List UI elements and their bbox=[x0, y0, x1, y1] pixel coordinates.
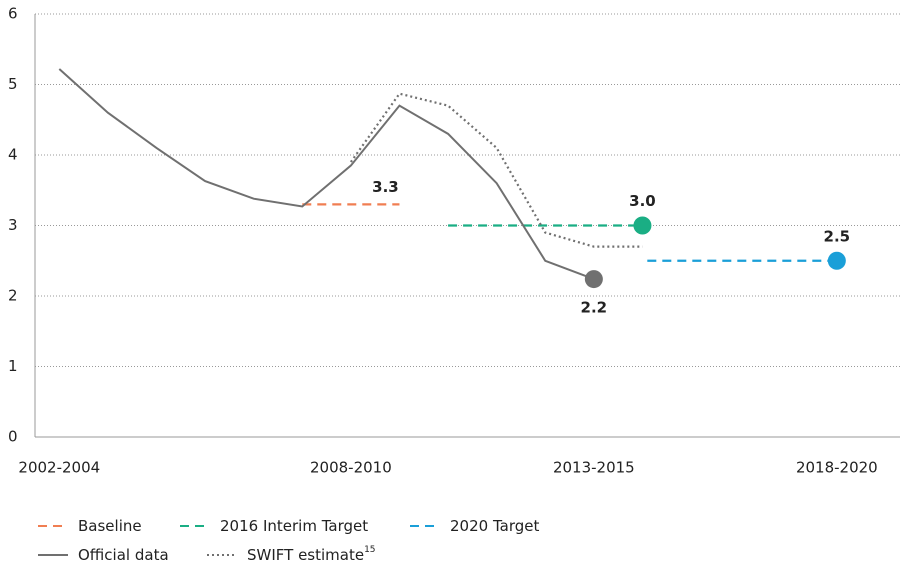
y-tick-label: 3 bbox=[8, 216, 18, 234]
legend-name: Baseline bbox=[78, 517, 142, 535]
y-tick-label: 0 bbox=[8, 428, 18, 446]
end-marker bbox=[633, 216, 652, 235]
legend-label: Official data bbox=[78, 546, 169, 564]
x-tick-label: 2002-2004 bbox=[18, 459, 100, 477]
legend-label: Baseline bbox=[78, 517, 142, 535]
value-label: 3.3 bbox=[372, 178, 399, 196]
y-tick-label: 4 bbox=[8, 146, 18, 164]
y-tick-label: 5 bbox=[8, 75, 18, 93]
legend-name: Official data bbox=[78, 546, 169, 564]
value-label: 2.2 bbox=[581, 299, 608, 317]
footnote-ref: 15 bbox=[364, 545, 375, 555]
value-label: 2.5 bbox=[824, 227, 851, 245]
legend-name: SWIFT estimate bbox=[247, 546, 364, 564]
y-tick-label: 2 bbox=[8, 287, 18, 305]
x-tick-label: 2008-2010 bbox=[310, 459, 392, 477]
end-marker bbox=[584, 270, 603, 289]
legend-label: 2016 Interim Target bbox=[220, 517, 368, 535]
legend-label: SWIFT estimate15 bbox=[247, 545, 376, 564]
y-tick-label: 6 bbox=[8, 5, 18, 23]
series-line bbox=[349, 92, 643, 248]
legend-name: 2016 Interim Target bbox=[220, 517, 368, 535]
y-tick-label: 1 bbox=[8, 357, 18, 375]
legend-name: 2020 Target bbox=[450, 517, 539, 535]
legend-label: 2020 Target bbox=[450, 517, 539, 535]
value-label: 3.0 bbox=[629, 192, 656, 210]
end-marker bbox=[827, 251, 846, 270]
x-tick-label: 2013-2015 bbox=[553, 459, 635, 477]
x-tick-label: 2018-2020 bbox=[796, 459, 878, 477]
series-line bbox=[58, 68, 595, 281]
